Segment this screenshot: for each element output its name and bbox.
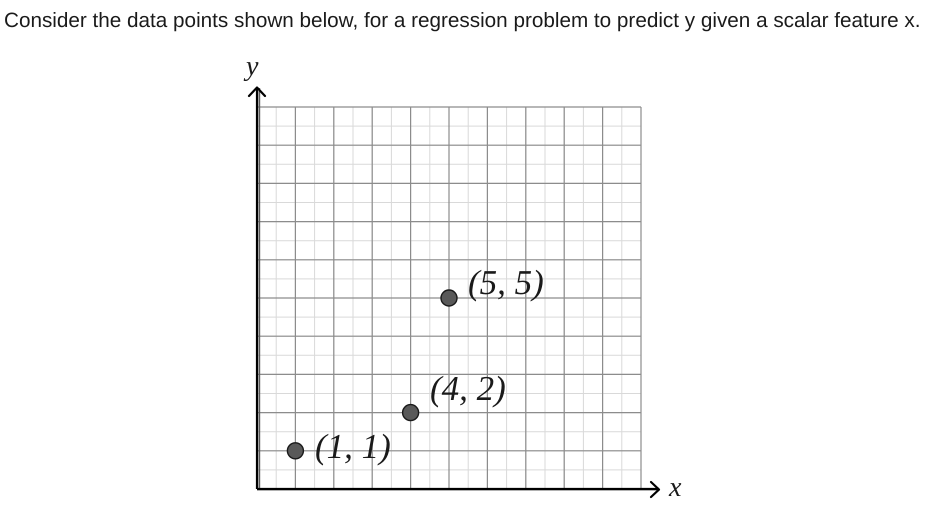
svg-text:(4, 2): (4, 2) <box>430 369 506 408</box>
svg-text:(1, 1): (1, 1) <box>315 427 391 466</box>
svg-text:y: y <box>243 51 259 82</box>
svg-text:(5, 5): (5, 5) <box>468 263 544 302</box>
svg-text:x: x <box>668 472 682 503</box>
